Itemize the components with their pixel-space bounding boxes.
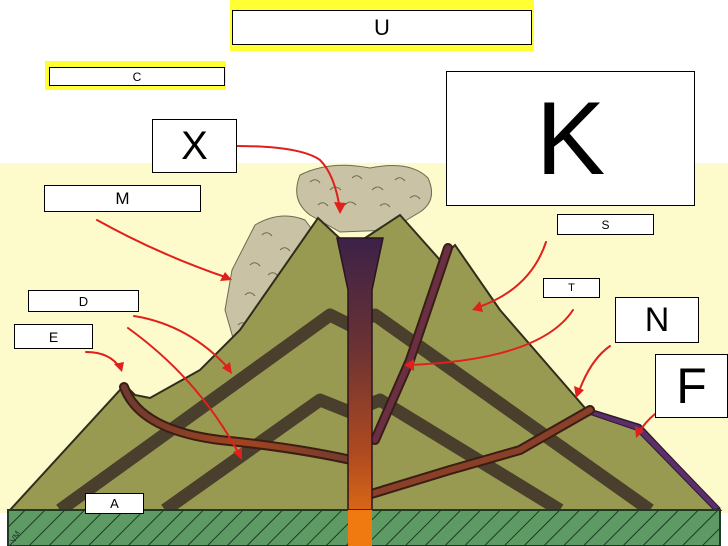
arrow-x (235, 145, 341, 211)
arrow-e2 (127, 327, 241, 457)
label-e[interactable]: E (14, 324, 93, 349)
label-k[interactable]: K (446, 71, 695, 206)
label-d[interactable]: D (28, 290, 139, 312)
label-a[interactable]: A (85, 493, 144, 514)
label-s[interactable]: S (557, 214, 654, 235)
label-c[interactable]: C (49, 67, 225, 86)
label-f[interactable]: F (655, 354, 728, 418)
label-t[interactable]: T (543, 278, 600, 298)
arrow-s (475, 241, 547, 309)
main-vent (336, 237, 384, 546)
arrow-heads (114, 202, 644, 460)
arrow-t (407, 309, 574, 366)
label-u[interactable]: U (232, 10, 532, 45)
label-m[interactable]: M (44, 185, 201, 212)
vent-in-ground (348, 510, 372, 546)
arrow-m (96, 219, 229, 279)
label-n[interactable]: N (615, 297, 699, 343)
label-x[interactable]: X (152, 119, 237, 173)
arrow-d (133, 315, 231, 371)
side-dikes (119, 243, 595, 500)
